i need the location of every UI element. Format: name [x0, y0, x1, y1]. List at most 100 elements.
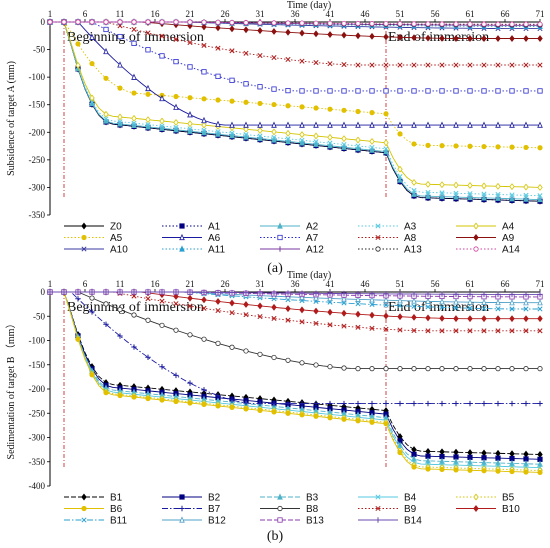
marker-point [117, 333, 123, 339]
marker-point [229, 77, 235, 83]
marker-point [277, 246, 283, 252]
marker-point [215, 45, 221, 51]
marker-point [89, 19, 95, 25]
marker-point [327, 415, 333, 421]
marker-point [117, 85, 123, 91]
marker-point [355, 20, 361, 27]
y-tick-label: -50 [33, 311, 45, 321]
marker-point [355, 366, 361, 372]
legend-item-B4: B4 [358, 493, 417, 504]
marker-point [509, 88, 515, 94]
marker-point [523, 460, 529, 467]
marker-point [537, 291, 543, 298]
series-line-A6 [50, 21, 540, 126]
marker-point [341, 141, 347, 148]
marker-point [313, 294, 319, 301]
marker-point [439, 297, 445, 305]
marker-point [411, 141, 417, 147]
marker-point [81, 517, 87, 523]
marker-point [103, 47, 109, 55]
marker-point [467, 35, 473, 42]
marker-point [313, 139, 319, 145]
marker-point [131, 40, 137, 46]
marker-point [481, 143, 487, 150]
marker-point [495, 144, 501, 150]
marker-point [509, 366, 515, 372]
marker-point [159, 289, 165, 295]
marker-point [313, 132, 319, 140]
marker-point [509, 144, 515, 150]
marker-point [229, 131, 235, 139]
marker-point [341, 20, 347, 27]
marker-point [397, 176, 403, 183]
marker-point [453, 121, 459, 128]
marker-point [103, 75, 109, 81]
legend-label: A12 [306, 245, 324, 256]
marker-point [215, 73, 221, 79]
marker-point [537, 195, 543, 203]
marker-point [425, 314, 431, 322]
marker-point [439, 448, 445, 456]
legend-item-A1: A1 [162, 222, 221, 233]
marker-point [467, 143, 473, 149]
marker-point [481, 21, 487, 27]
marker-point [523, 298, 529, 306]
legend-label: A14 [502, 245, 520, 256]
marker-point [369, 296, 375, 303]
marker-point [509, 468, 515, 475]
marker-point [201, 336, 207, 342]
marker-point [257, 290, 263, 296]
marker-point [313, 20, 319, 26]
marker-point [89, 309, 95, 315]
marker-point [327, 20, 333, 26]
marker-point [103, 289, 109, 295]
marker-point [453, 298, 459, 305]
marker-point [271, 128, 277, 136]
marker-point [229, 130, 235, 136]
series-A6 [47, 18, 543, 128]
marker-point [243, 125, 249, 133]
marker-point [495, 21, 501, 27]
marker-point [201, 19, 207, 25]
marker-point [313, 105, 319, 111]
series-B7 [47, 289, 543, 407]
legend-label: B12 [208, 516, 226, 527]
marker-point [509, 62, 515, 68]
marker-point [187, 22, 193, 30]
marker-point [439, 314, 445, 322]
legend-item-B14: B14 [358, 516, 422, 527]
x-tick-label: 46 [361, 279, 371, 289]
marker-point [173, 301, 179, 307]
marker-point [257, 400, 263, 407]
series-B14 [47, 289, 543, 298]
marker-point [439, 304, 445, 310]
marker-point [215, 307, 221, 314]
marker-point [215, 129, 221, 135]
x-tick-label: 51 [396, 279, 405, 289]
marker-point [467, 366, 473, 372]
marker-point [159, 19, 165, 25]
x-tick-label: 1 [48, 279, 53, 289]
y-tick-label: -100 [29, 72, 46, 82]
x-tick-label: 6 [83, 9, 88, 19]
marker-point [257, 134, 263, 142]
marker-point [453, 143, 459, 149]
marker-point [243, 289, 249, 296]
marker-point [327, 400, 333, 407]
marker-point [439, 21, 445, 27]
marker-point [187, 111, 193, 118]
marker-point [271, 134, 277, 140]
series-A2 [47, 18, 543, 203]
marker-point [299, 137, 305, 143]
marker-point [117, 33, 123, 40]
marker-point [187, 120, 193, 128]
legend-item-A7: A7 [260, 233, 319, 244]
marker-point [215, 120, 221, 127]
legend-label: B8 [306, 504, 319, 515]
marker-point [383, 139, 389, 147]
marker-point [453, 190, 459, 196]
marker-point [173, 293, 179, 300]
marker-point [439, 62, 445, 68]
marker-point [201, 121, 207, 129]
marker-point [243, 26, 249, 34]
